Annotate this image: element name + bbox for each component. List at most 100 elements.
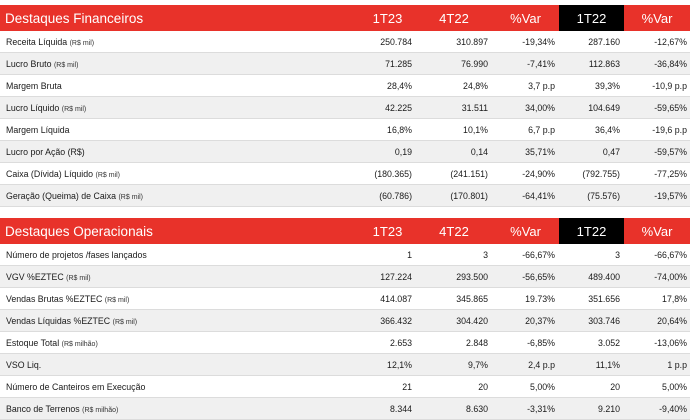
row-label-cell: Banco de Terrenos (R$ milhão) [0, 397, 359, 420]
value-cell-var-4t22: -6,85% [492, 331, 559, 354]
row-label: VGV %EZTEC [6, 271, 64, 282]
row-label: Estoque Total [6, 337, 60, 348]
row-label: Número de projetos /fases lançados [6, 249, 147, 260]
row-label: Caixa (Dívida) Líquido [6, 168, 94, 179]
financial-header-1t23: 1T23 [359, 5, 416, 31]
row-label: Margem Líquida [6, 124, 70, 135]
value-cell-1t23: (180.365) [359, 162, 416, 185]
row-label-cell: Geração (Queima) de Caixa (R$ mil) [0, 184, 359, 207]
value-cell-var-4t22: 20,37% [492, 309, 559, 332]
value-cell-4t22: (170.801) [416, 184, 492, 207]
operational-table-body: Número de projetos /fases lançados 1 3 -66,… [0, 244, 690, 420]
value-cell-1t22: 112.863 [559, 52, 624, 75]
value-cell-var-4t22: 19.73% [492, 287, 559, 310]
value-cell-var-1t22: -66,67% [624, 244, 690, 266]
operational-highlights-table: Destaques Operacionais 1T23 4T22 %Var 1T… [0, 218, 690, 420]
value-cell-4t22: 2.848 [416, 331, 492, 354]
value-cell-1t22: 36,4% [559, 118, 624, 141]
value-cell-4t22: (241.151) [416, 162, 492, 185]
value-cell-1t22: 3 [559, 244, 624, 266]
row-label: Vendas Líquidas %EZTEC [6, 315, 111, 326]
row-label-cell: Vendas Brutas %EZTEC (R$ mil) [0, 287, 359, 310]
value-cell-1t23: 42.225 [359, 96, 416, 119]
value-cell-1t23: 28,4% [359, 74, 416, 97]
value-cell-var-4t22: -19,34% [492, 31, 559, 53]
value-cell-1t22: 20 [559, 375, 624, 398]
table-row: Lucro Líquido (R$ mil) 42.225 31.511 34,00%… [0, 96, 690, 119]
value-cell-1t22: (792.755) [559, 162, 624, 185]
row-label-cell: Número de Canteiros em Execução [0, 375, 359, 398]
value-cell-4t22: 31.511 [416, 96, 492, 119]
value-cell-4t22: 293.500 [416, 265, 492, 288]
value-cell-4t22: 10,1% [416, 118, 492, 141]
value-cell-var-1t22: -9,40% [624, 397, 690, 420]
value-cell-4t22: 76.990 [416, 52, 492, 75]
value-cell-1t22: 104.649 [559, 96, 624, 119]
row-label-cell: Margem Líquida [0, 118, 359, 141]
operational-table-title: Destaques Operacionais [0, 218, 359, 244]
value-cell-1t22: 39,3% [559, 74, 624, 97]
operational-header-row: Destaques Operacionais 1T23 4T22 %Var 1T… [0, 218, 690, 244]
value-cell-var-4t22: -3,31% [492, 397, 559, 420]
table-row: Estoque Total (R$ milhão) 2.653 2.848 -6,85… [0, 331, 690, 354]
value-cell-1t23: 127.224 [359, 265, 416, 288]
operational-header-var-4t22: %Var [492, 218, 559, 244]
value-cell-4t22: 3 [416, 244, 492, 266]
value-cell-1t22: 303.746 [559, 309, 624, 332]
row-unit: (R$ milhão) [82, 406, 119, 414]
table-row: Vendas Brutas %EZTEC (R$ mil) 414.087 345.… [0, 287, 690, 310]
row-label: Banco de Terrenos [6, 403, 80, 414]
value-cell-var-1t22: -59,65% [624, 96, 690, 119]
financial-header-row: Destaques Financeiros 1T23 4T22 %Var 1T2… [0, 5, 690, 31]
value-cell-var-1t22: -19,57% [624, 184, 690, 207]
value-cell-var-1t22: 1 p.p [624, 353, 690, 376]
table-row: Geração (Queima) de Caixa (R$ mil) (60.78… [0, 184, 690, 207]
row-unit: (R$ milhão) [61, 340, 98, 348]
value-cell-1t23: 8.344 [359, 397, 416, 420]
row-label-cell: Lucro Líquido (R$ mil) [0, 96, 359, 119]
value-cell-1t23: (60.786) [359, 184, 416, 207]
row-label-cell: Lucro por Ação (R$) [0, 140, 359, 163]
value-cell-var-4t22: 3,7 p.p [492, 74, 559, 97]
row-label-cell: Estoque Total (R$ milhão) [0, 331, 359, 354]
value-cell-var-4t22: -24,90% [492, 162, 559, 185]
operational-header-1t22: 1T22 [559, 218, 624, 244]
value-cell-var-4t22: -56,65% [492, 265, 559, 288]
value-cell-4t22: 24,8% [416, 74, 492, 97]
value-cell-1t22: 3.052 [559, 331, 624, 354]
value-cell-var-4t22: 35,71% [492, 140, 559, 163]
table-row: Receita Líquida (R$ mil) 250.784 310.897 -1… [0, 31, 690, 53]
row-label-cell: Lucro Bruto (R$ mil) [0, 52, 359, 75]
table-row: Vendas Líquidas %EZTEC (R$ mil) 366.432 30… [0, 309, 690, 332]
row-unit: (R$ mil) [53, 61, 79, 69]
row-label: Vendas Brutas %EZTEC [6, 293, 103, 304]
financial-header-var-4t22: %Var [492, 5, 559, 31]
value-cell-var-1t22: -77,25% [624, 162, 690, 185]
row-label-cell: Número de projetos /fases lançados [0, 244, 359, 266]
value-cell-1t23: 71.285 [359, 52, 416, 75]
table-row: Lucro por Ação (R$) 0,19 0,14 35,71% 0,47 -59… [0, 140, 690, 163]
table-row: Lucro Bruto (R$ mil) 71.285 76.990 -7,41% 11… [0, 52, 690, 75]
value-cell-var-4t22: -7,41% [492, 52, 559, 75]
table-row: Banco de Terrenos (R$ milhão) 8.344 8.630-… [0, 397, 690, 420]
value-cell-var-4t22: 34,00% [492, 96, 559, 119]
row-unit: (R$ mil) [95, 171, 121, 179]
row-label: Receita Líquida [6, 36, 68, 47]
value-cell-1t23: 0,19 [359, 140, 416, 163]
value-cell-var-1t22: -36,84% [624, 52, 690, 75]
operational-header-var-1t22: %Var [624, 218, 690, 244]
value-cell-4t22: 9,7% [416, 353, 492, 376]
value-cell-1t22: 351.656 [559, 287, 624, 310]
value-cell-4t22: 0,14 [416, 140, 492, 163]
value-cell-var-1t22: -19,6 p.p [624, 118, 690, 141]
table-row: Margem Bruta 28,4% 24,8% 3,7 p.p 39,3% -10,9 … [0, 74, 690, 97]
row-unit: (R$ mil) [104, 296, 130, 304]
row-unit: (R$ mil) [66, 274, 91, 282]
value-cell-var-1t22: 5,00% [624, 375, 690, 398]
financial-header-var-1t22: %Var [624, 5, 690, 31]
value-cell-var-1t22: 20,64% [624, 309, 690, 332]
value-cell-1t23: 1 [359, 244, 416, 266]
value-cell-var-4t22: 6,7 p.p [492, 118, 559, 141]
value-cell-1t23: 250.784 [359, 31, 416, 53]
table-row: Número de projetos /fases lançados 1 3 -66,… [0, 244, 690, 266]
